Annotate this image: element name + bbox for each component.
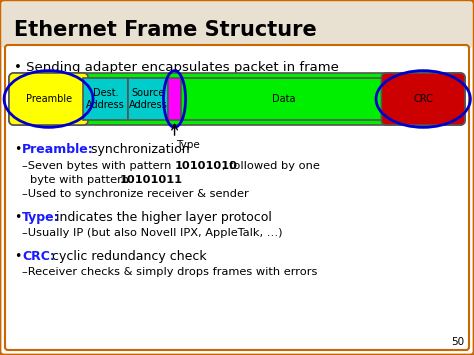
Text: 10101010: 10101010 xyxy=(175,161,238,171)
Text: Preamble:: Preamble: xyxy=(22,143,94,156)
Text: –Seven bytes with pattern: –Seven bytes with pattern xyxy=(22,161,175,171)
Text: • Sending adapter encapsulates packet in frame: • Sending adapter encapsulates packet in… xyxy=(14,61,339,75)
FancyBboxPatch shape xyxy=(9,73,465,125)
FancyBboxPatch shape xyxy=(5,45,469,350)
Text: –Receiver checks & simply drops frames with errors: –Receiver checks & simply drops frames w… xyxy=(22,267,318,277)
Text: , followed by one: , followed by one xyxy=(222,161,320,171)
Text: –Used to synchronize receiver & sender: –Used to synchronize receiver & sender xyxy=(22,189,249,199)
Text: Data: Data xyxy=(272,94,296,104)
Text: CRC:: CRC: xyxy=(22,250,55,263)
Text: CRC: CRC xyxy=(413,94,433,104)
FancyBboxPatch shape xyxy=(2,2,472,48)
FancyBboxPatch shape xyxy=(181,78,386,120)
FancyBboxPatch shape xyxy=(128,78,168,120)
Text: synchronization: synchronization xyxy=(87,143,190,156)
Text: –Usually IP (but also Novell IPX, AppleTalk, …): –Usually IP (but also Novell IPX, AppleT… xyxy=(22,228,283,238)
Text: Preamble: Preamble xyxy=(26,94,72,104)
Text: indicates the higher layer protocol: indicates the higher layer protocol xyxy=(52,211,272,224)
Text: Source
Address: Source Address xyxy=(128,88,167,110)
Text: byte with pattern: byte with pattern xyxy=(30,175,133,185)
Text: 50: 50 xyxy=(451,337,464,347)
Text: Type:: Type: xyxy=(22,211,60,224)
FancyBboxPatch shape xyxy=(9,73,88,125)
FancyBboxPatch shape xyxy=(168,78,181,120)
Text: •: • xyxy=(14,250,21,263)
Text: cyclic redundancy check: cyclic redundancy check xyxy=(48,250,207,263)
Text: 10101011: 10101011 xyxy=(120,175,183,185)
FancyBboxPatch shape xyxy=(382,73,465,125)
Text: Type: Type xyxy=(176,140,201,150)
FancyBboxPatch shape xyxy=(83,78,128,120)
Text: Dest.
Address: Dest. Address xyxy=(86,88,125,110)
Text: Ethernet Frame Structure: Ethernet Frame Structure xyxy=(14,20,317,40)
Text: •: • xyxy=(14,143,21,156)
Text: •: • xyxy=(14,211,21,224)
